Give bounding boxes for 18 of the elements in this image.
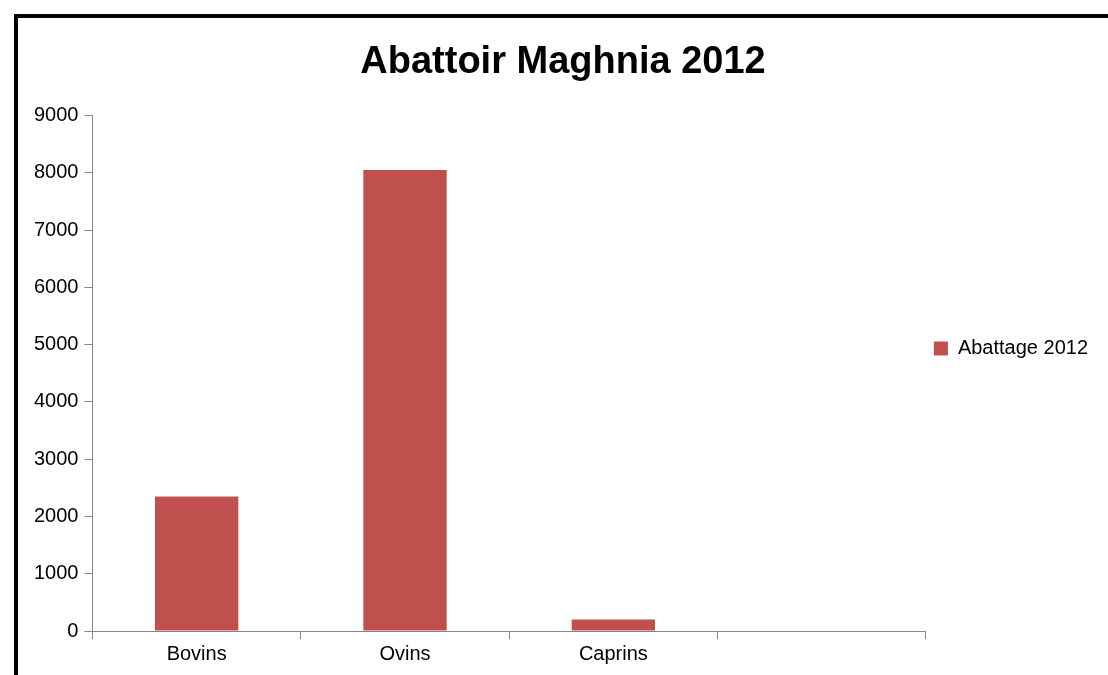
y-tick-label: 1000 <box>33 561 79 584</box>
y-tick-label: 5000 <box>33 332 79 355</box>
y-tick-label: 0 <box>67 618 79 641</box>
y-tick-label: 7000 <box>33 217 79 240</box>
y-tick-label: 3000 <box>33 446 79 469</box>
x-tick-label: Ovins <box>379 641 431 664</box>
bar <box>155 496 239 631</box>
x-tick-label: Caprins <box>578 641 648 664</box>
x-tick-label: Bovins <box>166 641 227 664</box>
y-tick-label: 4000 <box>33 389 79 412</box>
legend-label: Abattage 2012 <box>957 336 1089 359</box>
y-tick-label: 9000 <box>33 103 79 126</box>
chart-title: Abattoir Maghnia 2012 <box>360 39 766 82</box>
y-tick-label: 2000 <box>33 503 79 526</box>
y-tick-label: 8000 <box>33 160 79 183</box>
y-tick-label: 6000 <box>33 274 79 297</box>
bar <box>571 619 656 631</box>
bar <box>363 170 447 631</box>
